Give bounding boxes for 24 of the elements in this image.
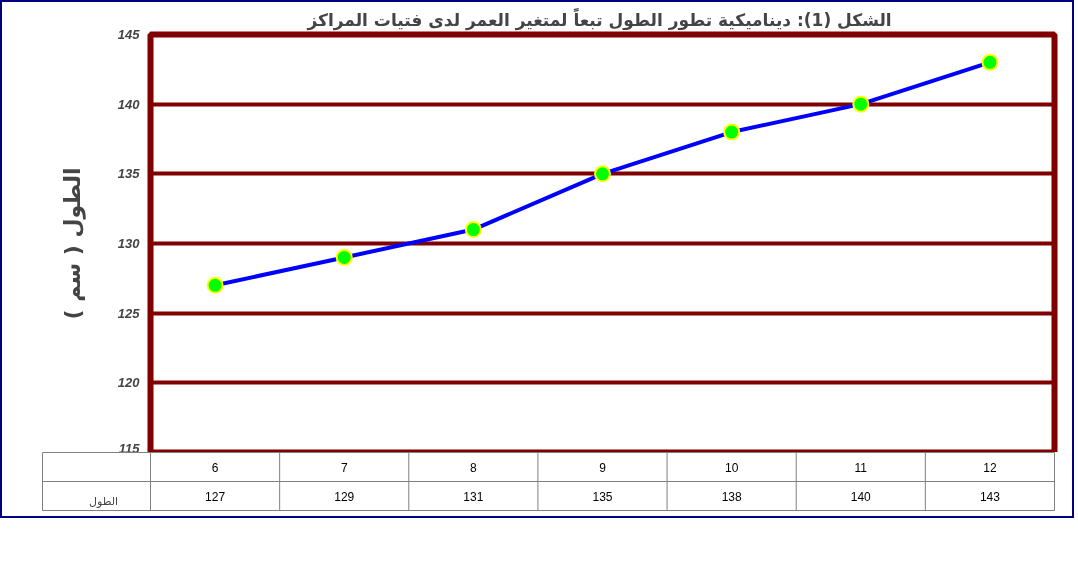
- y-axis-title: الطول ( سم ): [59, 167, 86, 320]
- text: الطول: [89, 493, 119, 510]
- x-tick-label: 6: [211, 460, 219, 475]
- data-label: 143: [979, 489, 1001, 504]
- y-tick-label: 120: [117, 375, 141, 391]
- x-tick-label: 10: [724, 460, 739, 475]
- data-label: 138: [721, 489, 742, 504]
- x-tick-label: 7: [340, 460, 348, 475]
- data-label: 140: [850, 489, 872, 504]
- x-tick-label: 11: [854, 460, 868, 475]
- y-tick-label: 125: [117, 305, 141, 321]
- data-label: 127: [205, 489, 226, 504]
- y-tick-label: 140: [117, 96, 141, 112]
- y-tick-label: 145: [117, 27, 141, 42]
- data-label: 135: [592, 489, 613, 504]
- chart-title: الشكل (1): ديناميكية تطور الطول تبعاً لمتغير العمر لدى فتيات المراكز: [306, 6, 892, 31]
- data-label: 129: [334, 489, 355, 504]
- x-tick-label: 9: [599, 460, 607, 475]
- x-tick-label: 12: [983, 460, 997, 475]
- data-label: 131: [463, 489, 484, 504]
- y-tick-label: 115: [118, 440, 141, 456]
- y-tick-label: 130: [117, 236, 141, 251]
- y-tick-label: 135: [117, 166, 141, 182]
- x-tick-label: 8: [470, 460, 478, 475]
